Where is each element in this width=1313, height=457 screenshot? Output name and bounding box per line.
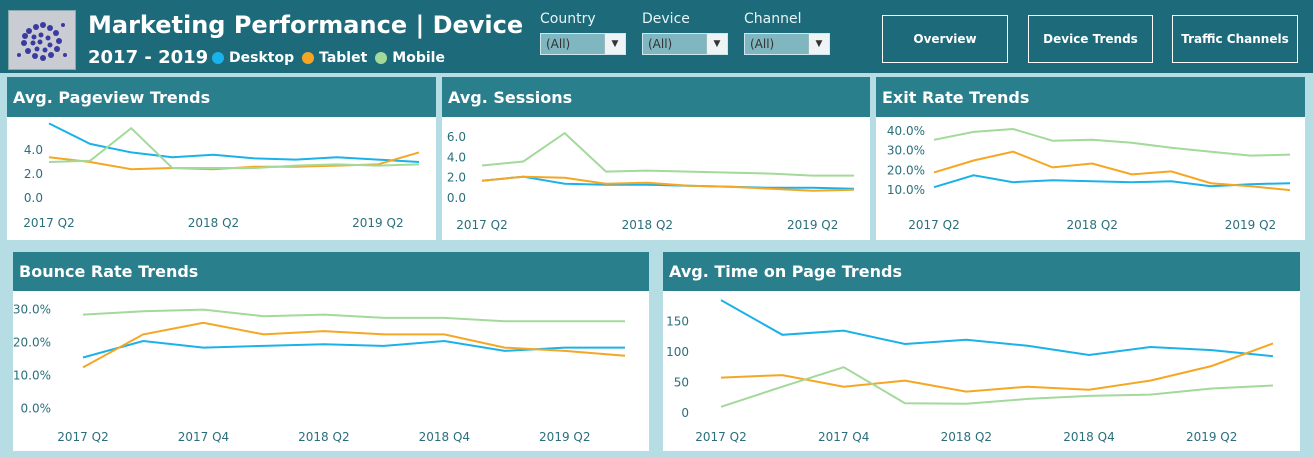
desktop-dot-icon bbox=[212, 52, 224, 64]
tablet-series-line bbox=[720, 342, 1274, 393]
country-select[interactable]: (All) ▼ bbox=[540, 33, 626, 55]
x-tick-label: 2019 Q2 bbox=[1186, 430, 1237, 444]
x-tick-label: 2019 Q2 bbox=[539, 430, 590, 444]
desktop-series-line bbox=[481, 175, 855, 190]
date-range: 2017 - 2019 bbox=[88, 47, 209, 68]
dropdown-arrow-icon[interactable]: ▼ bbox=[808, 34, 829, 54]
pageview-panel: Avg. Pageview Trends 0.0 2.0 4.0 2017 Q2 201… bbox=[7, 77, 436, 240]
mobile-series-line bbox=[82, 308, 625, 323]
y-tick-label: 30.0% bbox=[13, 303, 51, 317]
x-tick-label: 2018 Q2 bbox=[941, 430, 992, 444]
tablet-series-line bbox=[82, 321, 626, 369]
x-tick-label: 2017 Q2 bbox=[23, 216, 74, 230]
channel-select[interactable]: (All) ▼ bbox=[744, 33, 830, 55]
time-on-page-chart: 0 50 100 150 2017 Q2 2017 Q4 2018 Q2 2018 Q4 201… bbox=[666, 299, 1274, 444]
tablet-series-line bbox=[481, 175, 855, 192]
panel-title: Bounce Rate Trends bbox=[13, 252, 649, 291]
y-tick-label: 0.0% bbox=[21, 402, 52, 416]
x-tick-label: 2019 Q2 bbox=[787, 218, 838, 232]
y-tick-label: 0 bbox=[681, 406, 689, 420]
channel-filter: Channel (All) ▼ bbox=[744, 11, 830, 55]
x-tick-label: 2018 Q4 bbox=[1063, 430, 1114, 444]
x-tick-label: 2017 Q2 bbox=[57, 430, 108, 444]
legend-item-desktop: Desktop bbox=[212, 50, 294, 66]
x-tick-label: 2018 Q2 bbox=[1067, 218, 1118, 232]
top-bar: Marketing Performance | Device 2017 - 20… bbox=[0, 0, 1313, 73]
tablet-series-line bbox=[48, 151, 420, 171]
overview-button[interactable]: Overview bbox=[882, 15, 1008, 63]
sessions-chart: 0.0 2.0 4.0 6.0 2017 Q2 2018 Q2 2019 Q2 bbox=[447, 130, 855, 232]
tablet-dot-icon bbox=[302, 52, 315, 64]
x-tick-label: 2019 Q2 bbox=[352, 216, 403, 230]
y-tick-label: 6.0 bbox=[447, 130, 466, 144]
mobile-dot-icon bbox=[375, 52, 388, 64]
panel-title: Avg. Pageview Trends bbox=[7, 77, 436, 117]
filter-label: Country bbox=[540, 11, 596, 27]
bounce-rate-chart: 0.0% 10.0% 20.0% 30.0% 2017 Q2 2017 Q4 2018 Q2… bbox=[13, 303, 626, 444]
y-tick-label: 2.0 bbox=[447, 171, 466, 185]
pageview-chart: 0.0 2.0 4.0 2017 Q2 2018 Q2 2019 Q2 bbox=[23, 122, 420, 230]
device-select[interactable]: (All) ▼ bbox=[642, 33, 728, 55]
mobile-series-line bbox=[48, 126, 420, 169]
x-tick-label: 2018 Q4 bbox=[419, 430, 470, 444]
device-trends-button[interactable]: Device Trends bbox=[1028, 15, 1153, 63]
dropdown-arrow-icon[interactable]: ▼ bbox=[604, 34, 625, 54]
legend-label: Desktop bbox=[229, 50, 295, 66]
y-tick-label: 4.0 bbox=[24, 143, 43, 157]
x-tick-label: 2017 Q2 bbox=[456, 218, 507, 232]
y-tick-label: 10.0% bbox=[13, 369, 51, 383]
filter-label: Device bbox=[642, 11, 690, 27]
panel-title: Exit Rate Trends bbox=[876, 77, 1305, 117]
sessions-panel: Avg. Sessions 0.0 2.0 4.0 6.0 2017 Q2 2018 Q2… bbox=[442, 77, 870, 240]
mobile-series-line bbox=[933, 127, 1291, 157]
y-tick-label: 40.0% bbox=[887, 124, 925, 138]
legend: Desktop Tablet Mobile bbox=[212, 50, 445, 66]
y-tick-label: 10.0% bbox=[887, 183, 925, 197]
filter-value: (All) bbox=[546, 37, 571, 51]
x-tick-label: 2019 Q2 bbox=[1225, 218, 1276, 232]
legend-label: Mobile bbox=[392, 50, 445, 66]
mobile-series-line bbox=[481, 131, 854, 177]
y-tick-label: 0.0 bbox=[447, 191, 466, 205]
y-tick-label: 2.0 bbox=[24, 167, 43, 181]
dashboard-title: Marketing Performance | Device bbox=[88, 11, 524, 39]
logo bbox=[8, 10, 76, 70]
x-tick-label: 2017 Q2 bbox=[695, 430, 746, 444]
y-tick-label: 30.0% bbox=[887, 144, 925, 158]
mobile-series-line bbox=[720, 366, 1274, 408]
x-tick-label: 2017 Q2 bbox=[908, 218, 959, 232]
y-tick-label: 100 bbox=[666, 345, 689, 359]
filter-value: (All) bbox=[648, 37, 673, 51]
desktop-series-line bbox=[720, 299, 1274, 358]
y-tick-label: 50 bbox=[674, 375, 689, 389]
legend-item-tablet: Tablet bbox=[302, 50, 367, 66]
country-filter: Country (All) ▼ bbox=[540, 11, 626, 55]
y-tick-label: 20.0% bbox=[887, 163, 925, 177]
filter-label: Channel bbox=[744, 11, 802, 27]
tablet-series-line bbox=[933, 150, 1291, 192]
bounce-rate-panel: Bounce Rate Trends 0.0% 10.0% 20.0% 30.0% 20… bbox=[13, 252, 649, 451]
y-tick-label: 20.0% bbox=[13, 336, 51, 350]
exit-rate-chart: 10.0% 20.0% 30.0% 40.0% 2017 Q2 2018 Q2 2019 Q… bbox=[887, 124, 1291, 232]
panel-title: Avg. Sessions bbox=[442, 77, 870, 117]
desktop-series-line bbox=[48, 122, 420, 163]
exit-rate-panel: Exit Rate Trends 10.0% 20.0% 30.0% 40.0% 201… bbox=[876, 77, 1305, 240]
x-tick-label: 2017 Q4 bbox=[178, 430, 229, 444]
x-tick-label: 2018 Q2 bbox=[188, 216, 239, 230]
legend-label: Tablet bbox=[319, 50, 368, 66]
x-tick-label: 2018 Q2 bbox=[298, 430, 349, 444]
device-filter: Device (All) ▼ bbox=[642, 11, 728, 55]
panel-title: Avg. Time on Page Trends bbox=[663, 252, 1300, 291]
filter-value: (All) bbox=[750, 37, 775, 51]
y-tick-label: 0.0 bbox=[24, 191, 43, 205]
time-on-page-panel: Avg. Time on Page Trends 0 50 100 150 2017 Q… bbox=[663, 252, 1300, 451]
traffic-channels-button[interactable]: Traffic Channels bbox=[1172, 15, 1298, 63]
legend-item-mobile: Mobile bbox=[375, 50, 445, 66]
x-tick-label: 2018 Q2 bbox=[622, 218, 673, 232]
dropdown-arrow-icon[interactable]: ▼ bbox=[706, 34, 727, 54]
y-tick-label: 150 bbox=[666, 314, 689, 328]
y-tick-label: 4.0 bbox=[447, 150, 466, 164]
x-tick-label: 2017 Q4 bbox=[818, 430, 869, 444]
